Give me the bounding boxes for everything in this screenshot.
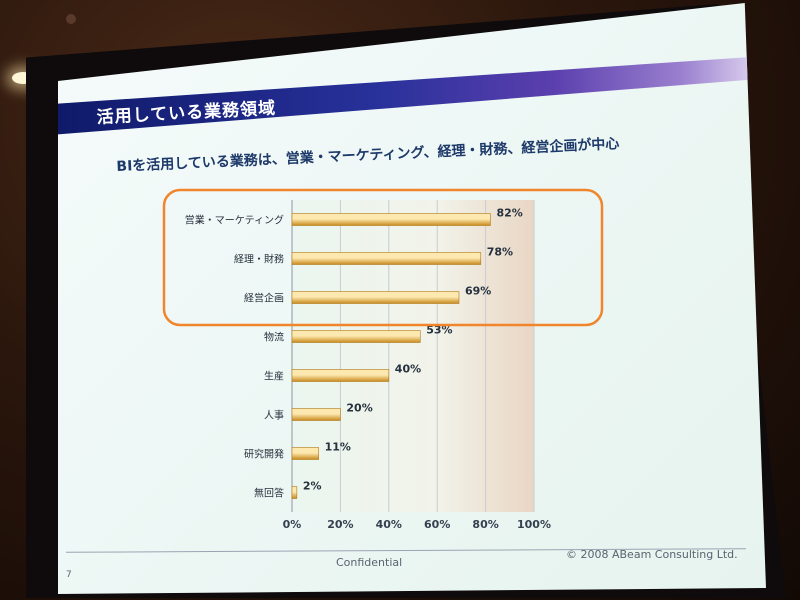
highlight-outline bbox=[162, 188, 604, 327]
bar-chart: 0% 20% 40% 60% 80% 100% 営業・マーケティング 82% 経理・財務 78% 経… bbox=[162, 188, 604, 531]
bar bbox=[291, 408, 341, 421]
bar bbox=[291, 330, 421, 343]
category-label: 生産 bbox=[264, 370, 284, 383]
bar bbox=[291, 369, 390, 382]
category-label: 人事 bbox=[264, 409, 284, 422]
footer-confidential: Confidential bbox=[336, 556, 403, 569]
slide: 活用している業務領域 BIを活用している業務は、営業・マーケティング、経理・財務… bbox=[58, 3, 766, 594]
bar bbox=[291, 213, 491, 226]
value-label: 82% bbox=[496, 207, 522, 220]
value-label: 11% bbox=[325, 441, 351, 454]
category-label: 物流 bbox=[264, 331, 284, 344]
x-tick-label: 60% bbox=[424, 518, 450, 531]
x-tick-label: 20% bbox=[327, 518, 353, 531]
value-label: 20% bbox=[346, 402, 372, 415]
category-label: 経営企画 bbox=[244, 292, 284, 305]
value-label: 78% bbox=[487, 246, 513, 259]
category-label: 無回答 bbox=[254, 487, 284, 500]
bar bbox=[291, 252, 482, 265]
x-tick-label: 80% bbox=[472, 518, 498, 531]
bar bbox=[291, 486, 298, 499]
value-label: 69% bbox=[465, 285, 491, 298]
bar bbox=[291, 291, 460, 304]
page-number: 7 bbox=[66, 570, 72, 580]
category-label: 営業・マーケティング bbox=[185, 214, 284, 227]
value-label: 53% bbox=[426, 324, 452, 337]
category-label: 研究開発 bbox=[244, 448, 284, 461]
bar bbox=[291, 447, 319, 460]
value-label: 2% bbox=[303, 480, 322, 493]
x-tick-label: 100% bbox=[517, 518, 551, 531]
value-label: 40% bbox=[395, 363, 421, 376]
x-tick-label: 0% bbox=[283, 518, 302, 531]
footer-copyright: © 2008 ABeam Consulting Ltd. bbox=[566, 548, 738, 561]
plot-area bbox=[292, 200, 534, 512]
category-label: 経理・財務 bbox=[234, 253, 284, 266]
x-tick-label: 40% bbox=[376, 518, 402, 531]
speaker-icon bbox=[66, 14, 76, 24]
